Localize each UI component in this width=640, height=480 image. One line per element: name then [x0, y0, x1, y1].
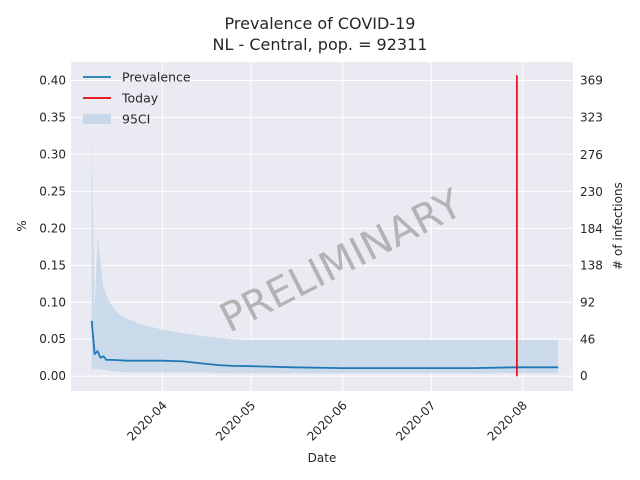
y-tick-label: 0.00	[39, 369, 66, 383]
y-right-tick-label: 138	[580, 259, 603, 273]
x-axis-label: Date	[308, 451, 337, 465]
y-right-tick-label: 276	[580, 148, 603, 162]
y-right-tick-label: 184	[580, 222, 603, 236]
y-tick-label: 0.15	[39, 258, 66, 272]
y-tick-label: 0.10	[39, 295, 66, 309]
y-tick-label: 0.40	[39, 73, 66, 87]
y-right-tick-label: 0	[580, 369, 588, 383]
y-tick-label: 0.25	[39, 184, 66, 198]
x-tick-label: 2020-04	[124, 398, 169, 443]
y-right-tick-label: 230	[580, 185, 603, 199]
y-axis-label: %	[15, 220, 29, 231]
ci-area	[91, 132, 559, 374]
y-right-tick-label: 92	[580, 296, 595, 310]
series-lines	[90, 75, 559, 377]
prevalence-line	[90, 320, 559, 370]
x-axis-ticks: 2020-04 2020-05 2020-06 2020-07 2020-08	[124, 398, 530, 443]
y-axis-right-ticks: 0 46 92 138 184 230 276 323 369	[580, 74, 603, 384]
y-tick-label: 0.35	[39, 110, 66, 124]
x-tick-label: 2020-07	[393, 398, 438, 443]
x-tick-label: 2020-06	[305, 398, 350, 443]
ci-band	[91, 132, 559, 374]
y-tick-label: 0.30	[39, 147, 66, 161]
y-axis-ticks: 0.00 0.05 0.10 0.15 0.20 0.25 0.30 0.35 0.40	[39, 73, 66, 383]
chart-title: Prevalence of COVID-19	[225, 14, 416, 33]
y-tick-label: 0.05	[39, 332, 66, 346]
y-tick-label: 0.20	[39, 221, 66, 235]
y-right-tick-label: 323	[580, 111, 603, 125]
y-right-tick-label: 46	[580, 332, 595, 346]
legend-label: 95CI	[122, 112, 150, 127]
x-tick-label: 2020-05	[213, 398, 258, 443]
y-axis-right-label: # of infections	[611, 182, 625, 270]
legend: Prevalence Today 95CI	[83, 70, 191, 127]
chart-subtitle: NL - Central, pop. = 92311	[213, 35, 428, 54]
x-tick-label: 2020-08	[485, 398, 530, 443]
legend-swatch	[83, 114, 111, 124]
legend-label: Prevalence	[122, 70, 191, 85]
y-right-tick-label: 369	[580, 74, 603, 88]
legend-label: Today	[121, 91, 159, 106]
